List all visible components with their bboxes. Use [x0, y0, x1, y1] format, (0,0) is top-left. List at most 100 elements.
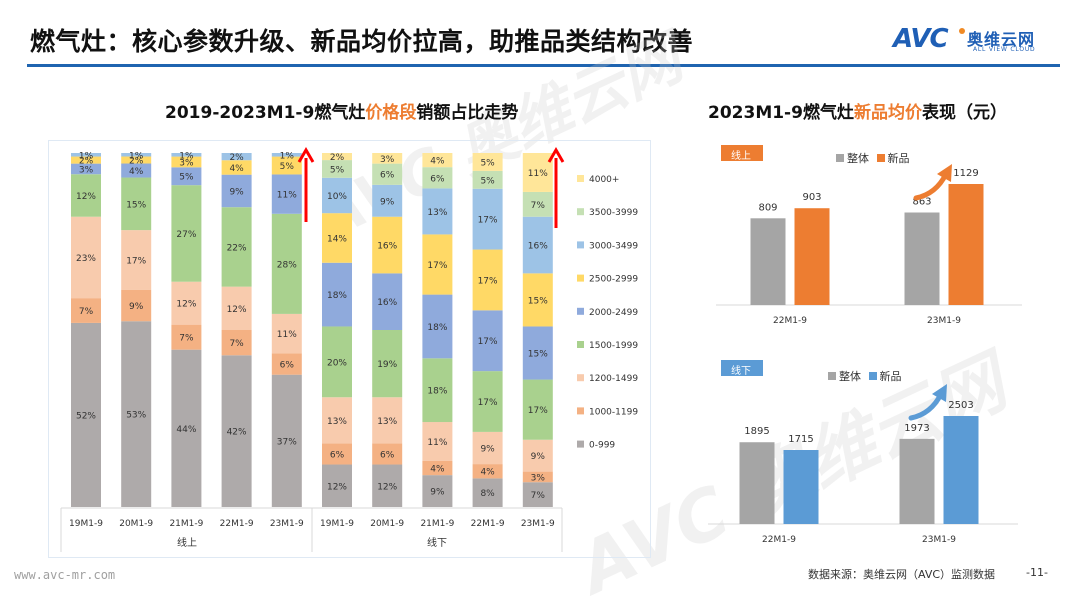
segment-label: 3% [179, 158, 194, 168]
bar-segment [271, 174, 302, 214]
bar-segment [422, 294, 453, 359]
footer-url: www.avc-mr.com [14, 568, 116, 582]
title-highlight: 新品均价 [853, 103, 922, 123]
bar-segment [121, 156, 152, 164]
title-part: 表现（元） [921, 103, 1007, 123]
bar-segment [422, 167, 453, 189]
legend-swatch [577, 175, 584, 182]
segment-label: 37% [277, 437, 297, 447]
bar-segment [271, 213, 302, 314]
avc-logo: AVC 奥维云网 ALL VIEW CLOUD [893, 24, 1063, 58]
legend-swatch [577, 241, 584, 249]
segment-label: 22% [227, 243, 247, 253]
bar-segment [472, 153, 503, 171]
segment-label: 9% [229, 187, 244, 197]
segment-label: 18% [427, 323, 447, 333]
bar-segment [171, 281, 202, 325]
segment-label: 12% [76, 192, 96, 202]
segment-label: 23% [76, 254, 96, 264]
segment-label: 3% [531, 473, 546, 483]
segment-label: 5% [280, 162, 295, 172]
segment-label: 4% [129, 167, 144, 177]
stacked-chart-panel [48, 140, 651, 558]
bar-segment [522, 273, 553, 327]
segment-label: 12% [227, 305, 247, 315]
bar-segment [522, 326, 553, 380]
trend-arrowhead-icon [297, 147, 315, 163]
bar-segment [472, 249, 503, 311]
bar-segment [171, 167, 202, 186]
bar-segment [71, 174, 101, 217]
bar-segment [422, 358, 453, 423]
legend-swatch [577, 440, 584, 448]
bar-segment [422, 153, 453, 168]
segment-label: 12% [377, 482, 397, 492]
segment-label: 9% [380, 197, 395, 207]
x-tick-label: 22M1-9 [220, 519, 254, 529]
segment-label: 13% [327, 417, 347, 427]
segment-label: 2% [79, 157, 94, 167]
legend-swatch [836, 154, 844, 162]
legend-label: 3000-3499 [589, 241, 638, 251]
bar-segment [221, 330, 252, 356]
title-divider [27, 64, 1060, 67]
bar-segment [271, 353, 302, 375]
segment-label: 5% [179, 173, 194, 183]
x-tick-label: 23M1-9 [521, 519, 555, 529]
title-part: 2023M1-9燃气灶 [708, 103, 854, 123]
segment-label: 17% [478, 276, 498, 286]
segment-label: 8% [480, 489, 495, 499]
segment-label: 10% [327, 192, 347, 202]
bar-segment [221, 153, 252, 161]
segment-label: 4% [480, 468, 495, 478]
logo-text: AVC [893, 24, 949, 54]
group-label-offline: 线下 [427, 536, 447, 549]
segment-label: 1% [129, 151, 144, 161]
online-legend: 整体 新品 [836, 150, 910, 166]
segment-label: 15% [528, 350, 548, 360]
bar-segment [422, 475, 453, 507]
bar-segment [472, 310, 503, 372]
segment-label: 17% [528, 406, 548, 416]
legend-label: 新品 [887, 152, 910, 165]
segment-label: 20% [327, 358, 347, 368]
x-tick-label: 19M1-9 [320, 519, 354, 529]
legend-swatch [876, 154, 885, 162]
bar-segment [372, 443, 403, 465]
segment-label: 6% [280, 360, 295, 370]
segment-label: 17% [427, 261, 447, 271]
bar-segment [472, 188, 503, 250]
segment-label: 44% [176, 425, 196, 435]
segment-label: 6% [330, 450, 345, 460]
segment-label: 16% [377, 298, 397, 308]
legend-swatch [868, 372, 877, 380]
bar-segment [271, 153, 302, 157]
logo-dot-icon [959, 28, 965, 34]
segment-label: 9% [531, 452, 546, 462]
bar-segment [271, 374, 302, 507]
bar-segment [472, 478, 503, 507]
x-tick-label: 20M1-9 [119, 519, 153, 529]
segment-label: 3% [79, 165, 94, 175]
segment-label: 15% [126, 200, 146, 210]
bar-segment [422, 460, 453, 476]
bar-segment [372, 273, 403, 330]
bar-segment [522, 439, 553, 472]
segment-label: 53% [126, 411, 146, 421]
legend-label: 整体 [847, 152, 869, 165]
bar-segment [121, 177, 152, 231]
bar-segment [372, 153, 403, 164]
segment-label: 52% [76, 411, 96, 421]
segment-label: 5% [480, 158, 495, 168]
bar-segment [322, 177, 352, 214]
x-tick-label: 19M1-9 [69, 519, 103, 529]
segment-label: 15% [528, 296, 548, 306]
segment-label: 1% [79, 151, 94, 161]
segment-label: 12% [327, 482, 347, 492]
segment-label: 19% [377, 360, 397, 370]
bar-segment [322, 153, 352, 161]
bar-segment [121, 230, 152, 290]
title-part: 2019-2023M1-9燃气灶 [165, 103, 366, 123]
legend-label: 2500-2999 [589, 275, 638, 285]
offline-tag: 线下 [721, 360, 763, 377]
